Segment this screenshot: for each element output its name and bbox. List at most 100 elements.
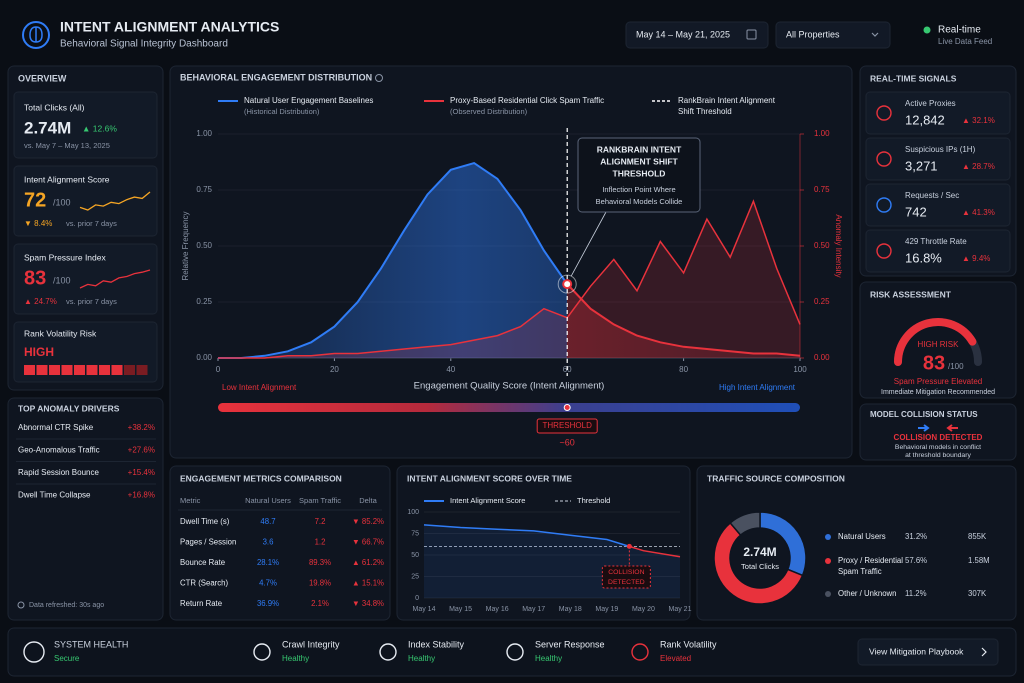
score-line: [423, 524, 681, 558]
table-cell: ▼ 34.8%: [352, 599, 384, 608]
y2-tick-label: 0.75: [814, 185, 830, 194]
status-icon: [506, 643, 524, 661]
logo: [22, 21, 50, 49]
card-label: Rank Volatility Risk: [24, 328, 97, 338]
spam-area: [218, 201, 800, 358]
table-cell: CTR (Search): [180, 579, 228, 588]
status-label: Rank Volatility: [660, 639, 717, 649]
table-cell: 3.6: [263, 538, 274, 547]
x-axis-label: Engagement Quality Score (Intent Alignme…: [414, 381, 605, 392]
signal-label: 429 Throttle Rate: [905, 237, 967, 246]
status-icon: [379, 643, 397, 661]
card-comparison: vs. prior 7 days: [66, 219, 117, 228]
risk-score: 83: [923, 352, 945, 374]
property-filter[interactable]: [775, 21, 891, 49]
panel-title: MODEL COLLISION STATUS: [870, 410, 978, 419]
table-cell: ▼ 85.2%: [352, 517, 384, 526]
legend-sublabel: (Historical Distribution): [244, 107, 320, 116]
annotation-box: [601, 565, 651, 589]
card-comparison: vs. May 7 – May 13, 2025: [24, 141, 110, 150]
x-tick-label: May 14: [413, 606, 436, 613]
collision-arrow-red: [946, 424, 958, 432]
table-cell: 36.9%: [257, 599, 279, 608]
x-tick-label: 20: [330, 365, 339, 374]
y2-axis-label: Anomaly Intensity: [834, 214, 843, 277]
alignment-gradient-bar: [218, 403, 800, 412]
legend-label: Natural Users: [838, 532, 886, 541]
legend-dot: [825, 591, 831, 597]
card-label: Total Clicks (All): [24, 102, 85, 112]
signal-icon: [876, 243, 892, 259]
donut-total-label: Total Clicks: [741, 562, 779, 571]
panel-title: ENGAGEMENT METRICS COMPARISON: [180, 473, 342, 483]
collision-detail: Behavioral models in conflict: [895, 444, 981, 451]
y-tick-label: 25: [411, 573, 419, 580]
legend-label: RankBrain Intent Alignment: [678, 96, 776, 105]
signal-value: 3,271: [905, 158, 938, 173]
volatility-segment: [49, 365, 60, 375]
signal-value: 16.8%: [905, 250, 942, 265]
table-cell: Bounce Rate: [180, 558, 225, 567]
collision-ring: [557, 274, 577, 294]
volatility-segment: [74, 365, 85, 375]
donut-segment: [729, 511, 761, 537]
status-value: Healthy: [282, 654, 309, 663]
card-label: Spam Pressure Index: [24, 252, 106, 262]
table-cell: 1.2: [315, 538, 326, 547]
x-tick-label: 40: [446, 365, 455, 374]
signal-icon: [876, 105, 892, 121]
y-tick-label: 0.50: [196, 241, 212, 250]
risk-status: Spam Pressure Elevated: [894, 377, 983, 386]
status-value: Secure: [54, 654, 80, 663]
panel-title: TRAFFIC SOURCE COMPOSITION: [707, 473, 845, 483]
legend-label: Proxy / Residential: [838, 556, 903, 565]
signal-change: ▲ 41.3%: [962, 208, 995, 217]
table-cell: Pages / Session: [180, 538, 236, 547]
collision-detail: at threshold boundary: [905, 452, 971, 459]
x-tick-label: May 19: [595, 606, 618, 613]
table-cell: Dwell Time (s): [180, 517, 230, 526]
legend-label: Shift Threshold: [678, 107, 732, 116]
status-label: Index Stability: [408, 639, 465, 649]
callout-title: ALIGNMENT SHIFT: [600, 156, 678, 166]
playbook-button[interactable]: [857, 638, 999, 666]
x-tick-label: May 20: [632, 606, 655, 613]
y-tick-label: 0.75: [196, 185, 212, 194]
status-label: Server Response: [535, 639, 605, 649]
legend-count: 1.58M: [968, 556, 990, 565]
y-tick-label: 100: [407, 509, 419, 516]
volatility-segment: [136, 365, 148, 375]
signal-icon: [876, 197, 892, 213]
y-tick-label: 75: [411, 530, 419, 537]
y2-tick-label: 0.50: [814, 241, 830, 250]
volatility-segment: [124, 365, 135, 375]
legend-percent: 31.2%: [905, 532, 927, 541]
card-label: Intent Alignment Score: [24, 174, 110, 184]
y2-tick-label: 0.00: [814, 353, 830, 362]
date-picker[interactable]: [625, 21, 769, 49]
table-cell: ▲ 15.1%: [352, 579, 384, 588]
card-value: 83: [24, 267, 46, 289]
status-icon: [23, 641, 45, 663]
refresh-icon: [17, 601, 25, 609]
callout-box: [577, 137, 701, 213]
status-label: Crawl Integrity: [282, 639, 340, 649]
sparkline: [79, 269, 151, 289]
column-header: Delta: [359, 496, 377, 505]
x-tick-label: May 16: [486, 606, 509, 613]
spam-line: [218, 199, 801, 359]
card-value: HIGH: [24, 345, 54, 359]
driver-label: Dwell Time Collapse: [18, 491, 91, 500]
driver-value: +16.8%: [128, 491, 155, 500]
sparkline: [79, 191, 151, 211]
app-title: INTENT ALIGNMENT ANALYTICS: [60, 19, 279, 35]
annotation: COLLISION: [608, 569, 644, 576]
legend-percent: 57.6%: [905, 556, 927, 565]
metrics-panel: [169, 465, 391, 621]
table-cell: ▲ 61.2%: [352, 558, 384, 567]
risk-level: HIGH RISK: [918, 340, 960, 349]
low-label: Low Intent Alignment: [222, 383, 297, 392]
signal-card: [865, 183, 1011, 227]
callout-title: RANKBRAIN INTENT: [597, 144, 682, 154]
signal-card: [865, 91, 1011, 135]
